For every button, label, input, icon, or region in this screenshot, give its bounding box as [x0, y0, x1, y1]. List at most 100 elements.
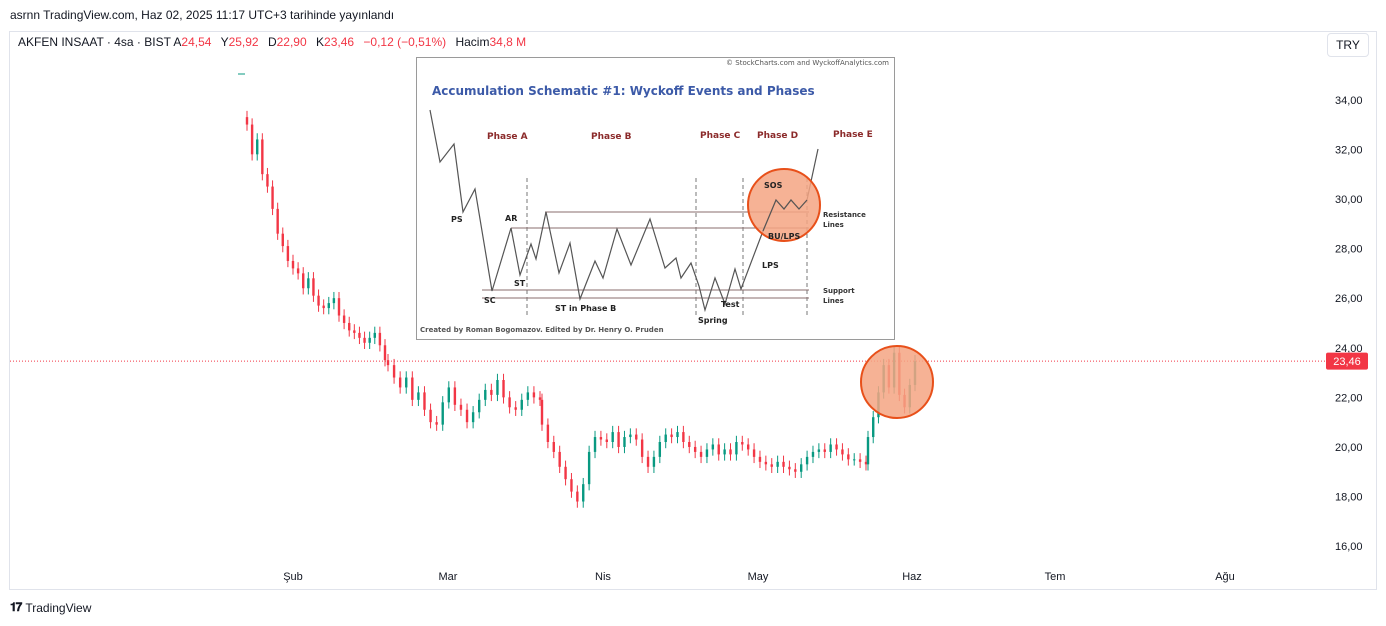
last-price-label: 23,46	[1333, 356, 1361, 368]
y-tick-label: 26,00	[1335, 293, 1363, 305]
candle	[558, 445, 561, 473]
candle	[705, 443, 709, 464]
candle	[723, 443, 726, 461]
candle	[576, 485, 579, 508]
candle	[337, 291, 341, 322]
candle	[564, 460, 567, 486]
candle-body	[664, 434, 667, 442]
candle	[587, 445, 591, 491]
candle-body	[327, 303, 330, 309]
candle	[386, 353, 390, 372]
candle	[317, 289, 320, 312]
candle-body	[841, 449, 844, 455]
candle	[256, 133, 259, 161]
candle	[646, 450, 650, 473]
tradingview-logo-icon: 𝟏𝟕	[10, 600, 22, 614]
candle-body	[693, 446, 697, 452]
candle-body	[256, 139, 259, 155]
candle-body	[459, 404, 463, 410]
candle-body	[423, 392, 426, 410]
event-spring: Spring	[698, 316, 728, 325]
candle-body	[312, 278, 315, 296]
candle	[502, 373, 505, 404]
candle	[711, 438, 715, 456]
candle	[676, 425, 679, 444]
x-tick-label: Nis	[595, 571, 611, 583]
candle	[322, 299, 325, 315]
candle	[741, 435, 744, 451]
candle-body	[805, 456, 809, 465]
candle-body	[552, 442, 555, 452]
candle	[358, 326, 361, 345]
candle-body	[866, 437, 870, 465]
candle-body	[441, 402, 444, 425]
candle-body	[617, 432, 620, 447]
candle-body	[447, 387, 450, 403]
candle	[635, 428, 638, 446]
y-tick-label: 20,00	[1335, 442, 1363, 454]
candle	[864, 455, 868, 471]
event-test: Test	[721, 300, 740, 309]
y-tick-label: 34,00	[1335, 95, 1363, 107]
candle-body	[363, 337, 366, 343]
candle	[858, 453, 862, 469]
candle	[508, 391, 511, 414]
chart-pane[interactable]	[9, 31, 1377, 590]
candle	[823, 443, 826, 459]
candle	[640, 433, 644, 464]
event-sc: SC	[484, 296, 496, 305]
candle-body	[788, 466, 791, 470]
candle-body	[582, 484, 585, 502]
candle	[866, 430, 870, 471]
candle-body	[332, 298, 336, 304]
change-value: −0,12 (−0,51%)	[363, 35, 447, 49]
candle-body	[368, 337, 371, 343]
candle-body	[758, 456, 762, 462]
currency-button[interactable]: TRY	[1327, 33, 1369, 57]
candle	[593, 430, 597, 459]
wyckoff-schematic-image: © StockCharts.com and WyckoffAnalytics.c…	[416, 57, 895, 340]
phase-c-label: Phase C	[700, 131, 741, 141]
candle	[658, 435, 662, 464]
candle	[245, 110, 249, 131]
candle-body	[823, 449, 826, 452]
candle-body	[245, 117, 249, 125]
candle	[605, 433, 608, 449]
candle	[800, 458, 803, 478]
open-value: 24,54	[181, 35, 212, 49]
candle	[441, 396, 444, 431]
candle-body	[611, 432, 614, 442]
x-tick-label: May	[748, 571, 769, 583]
candle-body	[735, 442, 738, 455]
candle-body	[711, 444, 715, 450]
candle-body	[307, 278, 310, 289]
candle-body	[811, 451, 815, 457]
candle	[405, 371, 408, 394]
candle	[514, 401, 517, 416]
candle	[835, 438, 838, 456]
candle-body	[353, 330, 356, 333]
candle-body	[853, 459, 856, 461]
y-tick-label: 30,00	[1335, 194, 1363, 206]
candle	[312, 272, 315, 302]
candle-body	[348, 322, 351, 331]
phase-b-label: Phase B	[591, 132, 632, 142]
candle	[484, 383, 487, 407]
candle-body	[858, 459, 862, 462]
candle-body	[490, 389, 493, 395]
y-tick-label: 28,00	[1335, 244, 1363, 256]
candle-body	[770, 464, 773, 467]
candle-body	[746, 444, 750, 450]
candle-body	[417, 392, 420, 400]
candle	[392, 358, 396, 384]
symbol-name[interactable]: AKFEN INSAAT · 4sa · BIST	[18, 35, 171, 49]
candle-body	[729, 449, 732, 455]
x-tick-label: Ağu	[1215, 571, 1235, 583]
candle-body	[676, 432, 679, 438]
candle	[383, 339, 387, 367]
candle-body	[829, 444, 832, 452]
candle	[611, 425, 614, 449]
candle-body	[502, 380, 505, 398]
footer-brand[interactable]: 𝟏𝟕 TradingView	[10, 600, 91, 615]
